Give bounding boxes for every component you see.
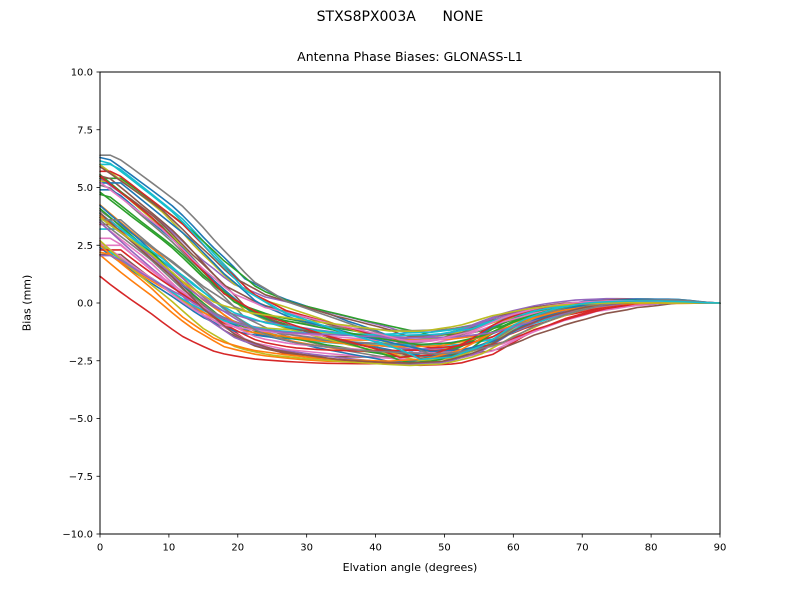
line-18 xyxy=(99,209,721,332)
line-03 xyxy=(99,191,721,341)
line-28 xyxy=(99,219,721,345)
line-49 xyxy=(99,216,721,333)
y-axis-label: Bias (mm) xyxy=(20,274,34,332)
x-tick-label: 70 xyxy=(576,543,589,554)
x-tick-label: 60 xyxy=(507,543,520,554)
axes-title: Antenna Phase Biases: GLONASS-L1 xyxy=(297,49,523,64)
x-tick-label: 20 xyxy=(231,543,244,554)
x-tick-label: 50 xyxy=(438,543,451,554)
figure-suptitle: STXS8PX003A NONE xyxy=(316,9,484,25)
series-lines xyxy=(99,154,721,367)
x-tick-label: 10 xyxy=(163,543,176,554)
y-tick-label: −10.0 xyxy=(62,530,93,541)
x-tick-label: 30 xyxy=(300,543,313,554)
x-axis-label: Elvation angle (degrees) xyxy=(342,561,478,574)
y-tick-label: 10.0 xyxy=(71,68,93,79)
y-tick-label: −7.5 xyxy=(69,472,93,483)
line-50 xyxy=(99,160,721,361)
y-tick-label: 5.0 xyxy=(77,183,93,194)
y-tick-label: 2.5 xyxy=(77,241,93,252)
y-axis-ticks: 10.0 7.5 5.0 2.5 0.0 −2.5 −5.0 −7.5 −10.0 xyxy=(62,68,100,541)
y-tick-label: 7.5 xyxy=(77,125,93,136)
x-tick-label: 0 xyxy=(97,543,103,554)
y-tick-label: −2.5 xyxy=(69,356,93,367)
x-tick-label: 40 xyxy=(369,543,382,554)
x-axis-ticks: 0 10 20 30 40 50 60 70 80 90 xyxy=(97,534,727,554)
y-tick-label: 0.0 xyxy=(77,299,93,310)
x-tick-label: 80 xyxy=(645,543,658,554)
x-tick-label: 90 xyxy=(714,543,727,554)
y-tick-label: −5.0 xyxy=(69,414,93,425)
